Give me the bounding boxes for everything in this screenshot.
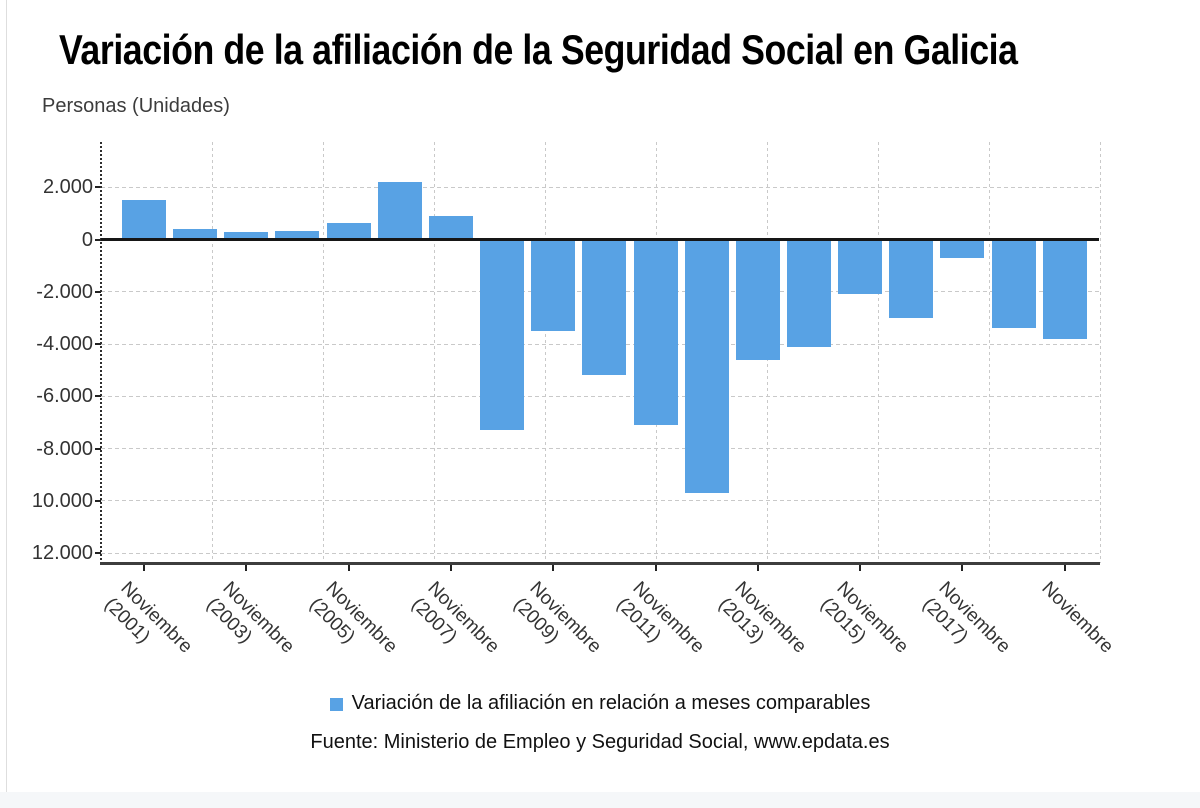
v-gridline xyxy=(877,142,879,563)
x-axis-label: Noviembre (2013) xyxy=(713,577,810,674)
x-axis-tick xyxy=(654,565,657,571)
legend-swatch xyxy=(329,698,343,711)
y-axis-tick xyxy=(95,499,101,502)
bar[interactable] xyxy=(633,239,678,426)
y-axis-label: 0 xyxy=(81,228,93,251)
x-axis-tick xyxy=(756,565,759,571)
window-edge-line xyxy=(6,0,7,808)
v-gridline xyxy=(1100,142,1101,563)
y-axis-tick xyxy=(95,186,101,189)
bar[interactable] xyxy=(173,229,218,240)
y-axis-label: 2.000 xyxy=(42,176,93,199)
v-gridline xyxy=(988,142,990,563)
bar[interactable] xyxy=(786,239,831,347)
x-axis-label: Noviembre (2015) xyxy=(816,577,913,674)
bar[interactable] xyxy=(735,239,780,360)
x-axis-label: Noviembre (2017) xyxy=(918,577,1015,674)
bar[interactable] xyxy=(377,181,422,240)
legend-label: Variación de la afiliación en relación a… xyxy=(351,692,871,714)
x-axis-label: Noviembre xyxy=(1036,577,1117,658)
zero-line xyxy=(101,238,1099,241)
bar[interactable] xyxy=(531,239,576,331)
y-axis-label: -2.000 xyxy=(36,280,93,303)
x-axis-tick xyxy=(449,565,452,571)
x-axis-label-month: Noviembre xyxy=(1037,577,1117,658)
y-axis-tick xyxy=(95,447,101,450)
y-axis-line xyxy=(100,142,102,563)
y-axis-label: 12.000 xyxy=(31,542,93,565)
page-title: Variación de la afiliación de la Segurid… xyxy=(59,26,1018,73)
x-axis-tick xyxy=(859,565,862,571)
y-axis-tick xyxy=(95,552,101,555)
x-axis-tick xyxy=(143,565,145,571)
y-axis-label: -8.000 xyxy=(36,437,93,460)
x-axis-tick xyxy=(245,565,248,571)
source-line: Fuente: Ministerio de Empleo y Seguridad… xyxy=(310,731,890,753)
v-gridline xyxy=(211,142,213,563)
y-axis-unit-label: Personas (Unidades) xyxy=(42,95,230,117)
v-gridline xyxy=(433,142,435,563)
bar[interactable] xyxy=(480,239,525,431)
y-axis-tick xyxy=(95,395,101,398)
x-axis-label: Noviembre (2011) xyxy=(611,577,708,674)
legend-item[interactable]: Variación de la afiliación en relación a… xyxy=(0,692,1200,715)
bar[interactable] xyxy=(428,215,473,240)
x-axis-tick xyxy=(347,565,350,571)
y-axis-label: -6.000 xyxy=(36,385,93,408)
bar[interactable] xyxy=(582,239,627,376)
x-axis-label: Noviembre (2007) xyxy=(406,577,503,674)
bar[interactable] xyxy=(838,239,883,295)
y-axis-label: -4.000 xyxy=(36,333,93,356)
v-gridline xyxy=(322,142,324,563)
h-gridline xyxy=(101,186,1099,188)
h-gridline xyxy=(101,552,1099,554)
bar[interactable] xyxy=(940,239,985,258)
bar[interactable] xyxy=(684,239,729,494)
bar[interactable] xyxy=(991,239,1036,329)
y-axis-tick xyxy=(95,238,101,241)
x-axis-label: Noviembre (2003) xyxy=(202,577,299,674)
x-axis-tick xyxy=(552,565,555,571)
bar[interactable] xyxy=(1042,239,1087,339)
bar[interactable] xyxy=(275,231,320,240)
v-gridline xyxy=(544,142,546,563)
h-gridline xyxy=(101,395,1099,397)
bar[interactable] xyxy=(326,222,371,240)
bar[interactable] xyxy=(889,239,934,318)
y-axis-tick xyxy=(95,290,101,293)
y-axis-label: 10.000 xyxy=(31,489,93,512)
bar[interactable] xyxy=(122,200,166,240)
x-axis-label: Noviembre (2009) xyxy=(509,577,606,674)
x-axis-tick xyxy=(1063,565,1066,571)
bottom-strip xyxy=(0,792,1200,808)
x-axis-line xyxy=(100,562,1100,565)
x-axis-label: Noviembre (2001) xyxy=(99,577,196,674)
h-gridline xyxy=(101,500,1099,502)
bar[interactable] xyxy=(224,231,269,240)
x-axis-tick xyxy=(961,565,964,571)
y-axis-tick xyxy=(95,343,101,346)
h-gridline xyxy=(101,448,1099,450)
x-axis-label: Noviembre (2005) xyxy=(304,577,401,674)
